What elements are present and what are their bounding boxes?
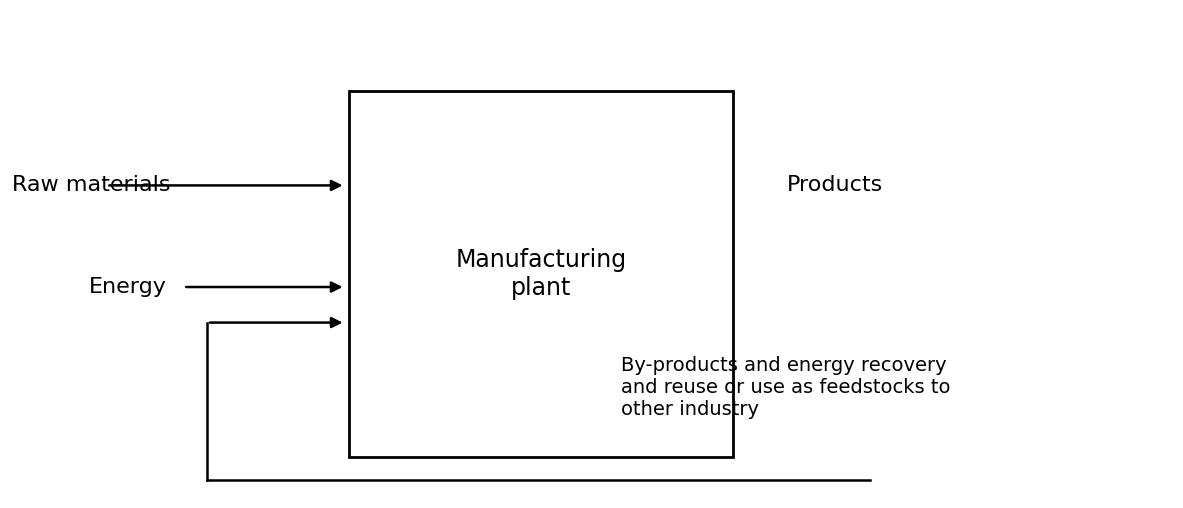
Text: By-products and energy recovery
and reuse or use as feedstocks to
other industry: By-products and energy recovery and reus… [621,356,951,419]
Text: Energy: Energy [89,277,167,297]
Bar [349,91,733,457]
Text: Products: Products [787,175,883,196]
Text: Raw materials: Raw materials [12,175,170,196]
Text: Manufacturing
plant: Manufacturing plant [455,248,627,300]
